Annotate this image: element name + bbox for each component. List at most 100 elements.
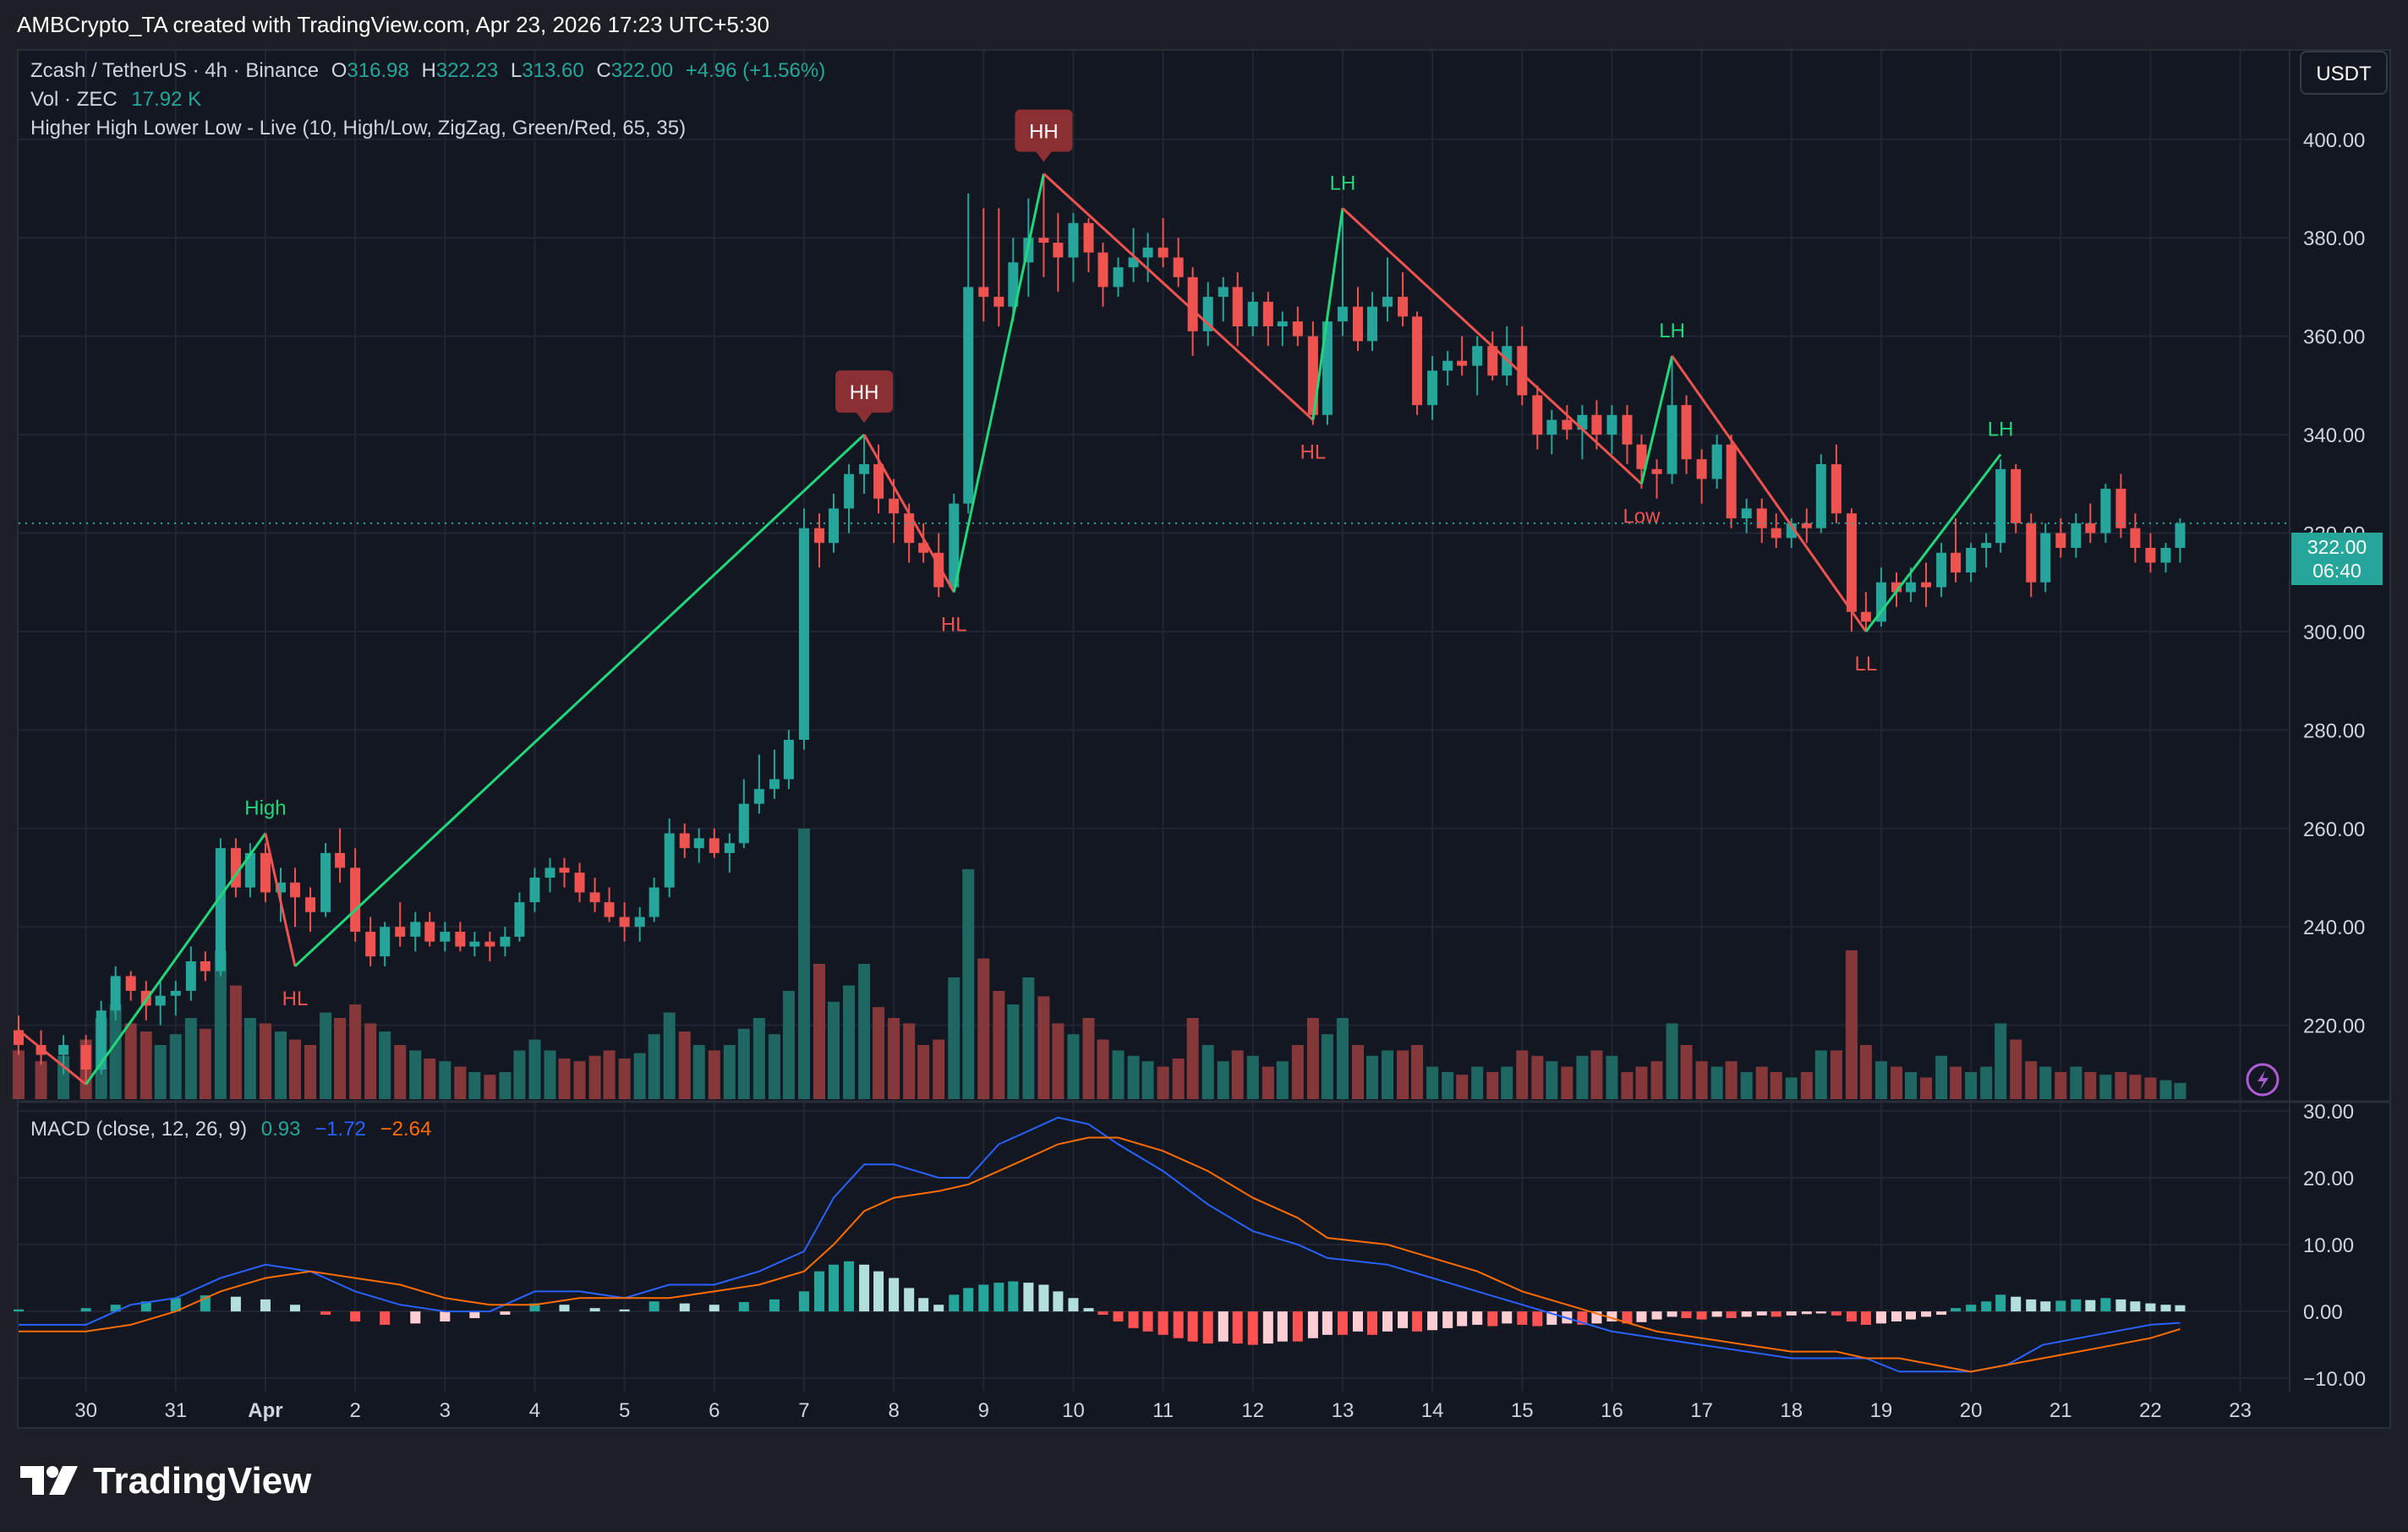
candle-body [1128, 257, 1139, 268]
indicator-legend[interactable]: Higher High Lower Low - Live (10, High/L… [30, 117, 686, 140]
candle-body [798, 528, 809, 741]
volume-bar [154, 1045, 167, 1099]
macd-legend[interactable]: MACD (close, 12, 26, 9) 0.93 −1.72 −2.64 [30, 1118, 431, 1141]
low-label: L [510, 59, 523, 82]
chart-frame[interactable] [17, 49, 2391, 1429]
volume-bar [1814, 1050, 1827, 1099]
indicator-label[interactable]: Higher High Lower Low - Live (10, High/L… [30, 117, 687, 140]
candle-body [1636, 444, 1647, 469]
swing-label-text: HL [941, 613, 967, 636]
volume-bar [1127, 1055, 1140, 1099]
macd-histogram-bar [1681, 1311, 1692, 1319]
macd-axis-tick: 0.00 [2303, 1301, 2343, 1324]
volume-bar [1082, 1018, 1095, 1099]
volume-bar [2099, 1075, 2112, 1099]
macd-histogram-bar [1398, 1311, 1409, 1328]
macd-line [19, 1116, 2181, 1373]
candle-body [1038, 238, 1049, 243]
volume-bar [1650, 1061, 1663, 1099]
macd-histogram-bar [1142, 1311, 1153, 1332]
macd-histogram-bar [769, 1299, 780, 1312]
candle-body [679, 833, 690, 849]
time-axis-tick: 10 [1062, 1399, 1085, 1422]
volume-label[interactable]: Vol · ZEC [30, 88, 118, 111]
macd-histogram-bar [1218, 1311, 1229, 1342]
candle-body [1322, 321, 1333, 415]
candle-body [96, 1010, 107, 1070]
swing-label-box [835, 370, 894, 413]
candle-body [380, 927, 391, 957]
macd-histogram-bar [1322, 1311, 1333, 1335]
macd-histogram-bar [380, 1311, 391, 1325]
macd-histogram-bar [1232, 1311, 1243, 1344]
candle-body [1622, 414, 1633, 445]
symbol-name[interactable]: Zcash / TetherUS · 4h · Binance [30, 59, 320, 82]
candle-body [1442, 360, 1453, 371]
macd-histogram-bar [1696, 1311, 1707, 1320]
time-axis-tick: 3 [440, 1399, 451, 1422]
candle-body [440, 932, 451, 942]
candle-body [738, 803, 749, 844]
volume-bar [1291, 1045, 1304, 1099]
macd-label[interactable]: MACD (close, 12, 26, 9) [30, 1118, 248, 1141]
high-value: 322.23 [435, 59, 499, 82]
swing-label-text: LH [1988, 418, 2014, 440]
attribution-text: AMBCrypto_TA created with TradingView.co… [17, 12, 770, 37]
macd-histogram-bar [1292, 1311, 1303, 1342]
candle-body [828, 508, 839, 544]
macd-histogram-bar [1815, 1311, 1826, 1314]
time-axis-tick: 20 [1960, 1399, 1983, 1422]
volume-bar [1306, 1018, 1319, 1099]
macd-histogram-bar [1366, 1311, 1377, 1335]
price-axis-tick: 300.00 [2303, 621, 2365, 644]
candle-body [769, 779, 780, 790]
macd-histogram-bar [918, 1298, 929, 1312]
open-value: 316.98 [347, 59, 409, 82]
volume-bar [1666, 1023, 1678, 1099]
candle-body [1966, 547, 1977, 573]
macd-histogram-bar [1786, 1311, 1797, 1316]
macd-histogram-bar [260, 1299, 271, 1312]
volume-bar [1321, 1034, 1333, 1099]
macd-histogram-bar [1068, 1298, 1079, 1312]
volume-bar [648, 1034, 660, 1099]
volume-bar [1516, 1050, 1529, 1099]
candle-body [14, 1030, 24, 1045]
time-axis-tick: 8 [888, 1399, 899, 1422]
volume-bar [588, 1055, 601, 1099]
volume-bar [1980, 1066, 1993, 1099]
macd-histogram-bar [1801, 1311, 1812, 1315]
swing-label-text: LH [1330, 172, 1356, 194]
macd-histogram-bar [1097, 1311, 1108, 1316]
volume-bar [409, 1050, 422, 1099]
macd-histogram-bar [889, 1278, 900, 1312]
candle-body [1457, 360, 1468, 366]
volume-bar [169, 1034, 182, 1099]
volume-bar [454, 1066, 467, 1099]
macd-histogram-bar [738, 1302, 749, 1312]
macd-histogram-bar [1981, 1301, 1992, 1312]
volume-bar [2144, 1077, 2157, 1099]
candle-body [1157, 247, 1168, 258]
swing-label-text: HH [1029, 121, 1059, 144]
candle-body [1352, 306, 1363, 342]
candle-body [574, 873, 585, 893]
volume-bar [678, 1031, 691, 1099]
volume-bar [184, 1018, 197, 1099]
candle-body [529, 878, 540, 903]
zigzag-segment [18, 1029, 87, 1086]
macd-histogram-bar [1502, 1311, 1513, 1324]
tradingview-logo[interactable]: TradingView [20, 1456, 311, 1507]
candle-body [1981, 543, 1992, 548]
candle-body [335, 852, 346, 868]
time-axis-tick: 13 [1332, 1399, 1354, 1422]
currency-button[interactable]: USDT [2300, 51, 2388, 95]
volume-bar [1007, 1004, 1020, 1099]
macd-histogram-bar [1442, 1311, 1453, 1328]
candle-body [260, 852, 271, 893]
candle-body [1292, 321, 1303, 336]
macd-axis-tick: 30.00 [2303, 1101, 2354, 1124]
volume-bar [1935, 1055, 1948, 1099]
macd-hist-value: 0.93 [260, 1118, 301, 1141]
